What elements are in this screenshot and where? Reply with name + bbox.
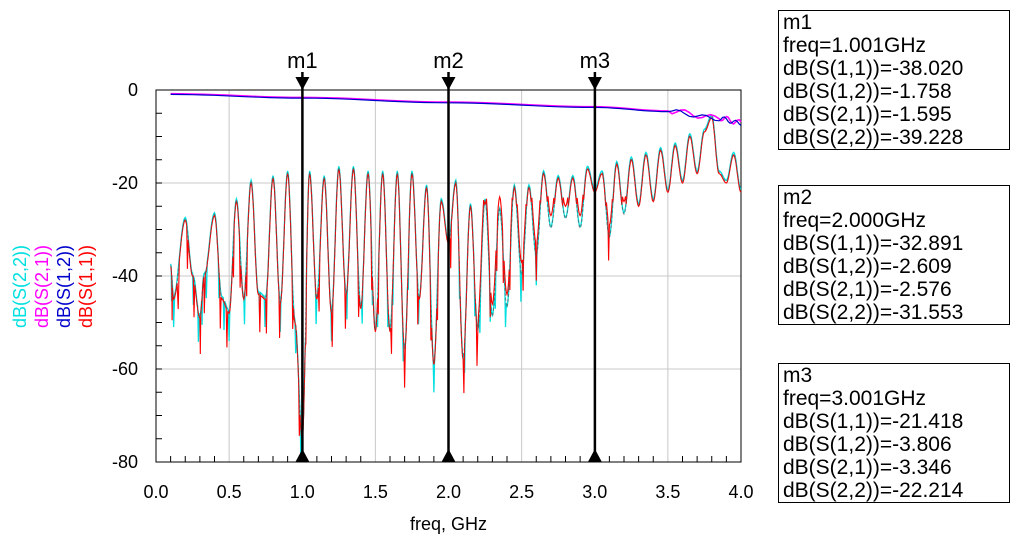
- marker-top-triangle-m1: [295, 77, 310, 90]
- marker-box-value: freq=3.001GHz: [783, 387, 927, 410]
- marker-bottom-triangle-m1: [295, 449, 310, 462]
- legend-entry-dBS22: dB(S(2,2)): [10, 244, 30, 328]
- marker-box-value: dB(S(2,2))=-22.214: [783, 479, 964, 502]
- marker-box-m2: m2 freq=2.000GHz dB(S(1,1))=-32.891 dB(S(1,…: [778, 185, 1010, 325]
- marker-box-value: dB(S(2,2))=-31.553: [783, 301, 964, 324]
- y-tick-label: -60: [112, 359, 138, 379]
- x-tick-label: 3.5: [655, 482, 680, 502]
- marker-label-m1: m1: [287, 48, 318, 73]
- y-tick-label: -80: [112, 452, 138, 472]
- marker-box-value: freq=2.000GHz: [783, 209, 927, 232]
- x-axis-label: freq, GHz: [410, 514, 487, 534]
- marker-label-m2: m2: [433, 48, 464, 73]
- y-tick-label: 0: [128, 80, 138, 100]
- series-s11-s22-overlap: [170, 115, 742, 438]
- marker-bottom-triangle-m2: [441, 449, 456, 462]
- x-tick-label: 0.0: [143, 482, 168, 502]
- marker-box-value: dB(S(2,1))=-1.595: [783, 103, 952, 126]
- x-tick-label: 2.5: [509, 482, 534, 502]
- marker-bottom-triangle-m3: [587, 449, 602, 462]
- marker-box-value: dB(S(1,1))=-32.891: [783, 232, 964, 255]
- marker-box-value: dB(S(2,2))=-39.228: [783, 126, 964, 149]
- y-tick-label: -20: [112, 173, 138, 193]
- x-tick-label: 0.5: [217, 482, 242, 502]
- x-tick-label: 1.0: [290, 482, 315, 502]
- legend-entry-dBS21: dB(S(2,1)): [32, 244, 52, 328]
- marker-box-value: dB(S(2,1))=-2.576: [783, 278, 952, 301]
- marker-box-title: m3: [783, 364, 813, 387]
- marker-box-title: m2: [783, 186, 813, 209]
- marker-label-m3: m3: [580, 48, 611, 73]
- marker-box-value: dB(S(2,1))=-3.346: [783, 456, 952, 479]
- marker-top-triangle-m3: [587, 77, 602, 90]
- x-tick-label: 3.0: [582, 482, 607, 502]
- legend-entry-dBS11: dB(S(1,1)): [76, 244, 96, 328]
- marker-box-value: dB(S(1,2))=-3.806: [783, 433, 952, 456]
- marker-top-triangle-m2: [441, 77, 456, 90]
- marker-box-m1: m1 freq=1.001GHz dB(S(1,1))=-38.020 dB(S(1,…: [778, 10, 1010, 150]
- marker-box-value: dB(S(1,1))=-38.020: [783, 57, 964, 80]
- marker-box-value: freq=1.001GHz: [783, 34, 927, 57]
- marker-box-value: dB(S(1,1))=-21.418: [783, 410, 964, 433]
- marker-box-value: dB(S(1,2))=-1.758: [783, 80, 952, 103]
- x-tick-label: 2.0: [436, 482, 461, 502]
- y-tick-label: -40: [112, 266, 138, 286]
- x-tick-label: 1.5: [363, 482, 388, 502]
- series-s22-line: [169, 114, 742, 456]
- legend-entry-dBS12: dB(S(1,2)): [54, 244, 74, 328]
- marker-box-title: m1: [783, 11, 813, 34]
- series-s11-line: [170, 117, 742, 439]
- series-s21-line: [170, 92, 742, 125]
- marker-box-m3: m3 freq=3.001GHz dB(S(1,1))=-21.418 dB(S(1,…: [778, 363, 1010, 503]
- x-tick-label: 4.0: [728, 482, 753, 502]
- marker-box-value: dB(S(1,2))=-2.609: [783, 255, 952, 278]
